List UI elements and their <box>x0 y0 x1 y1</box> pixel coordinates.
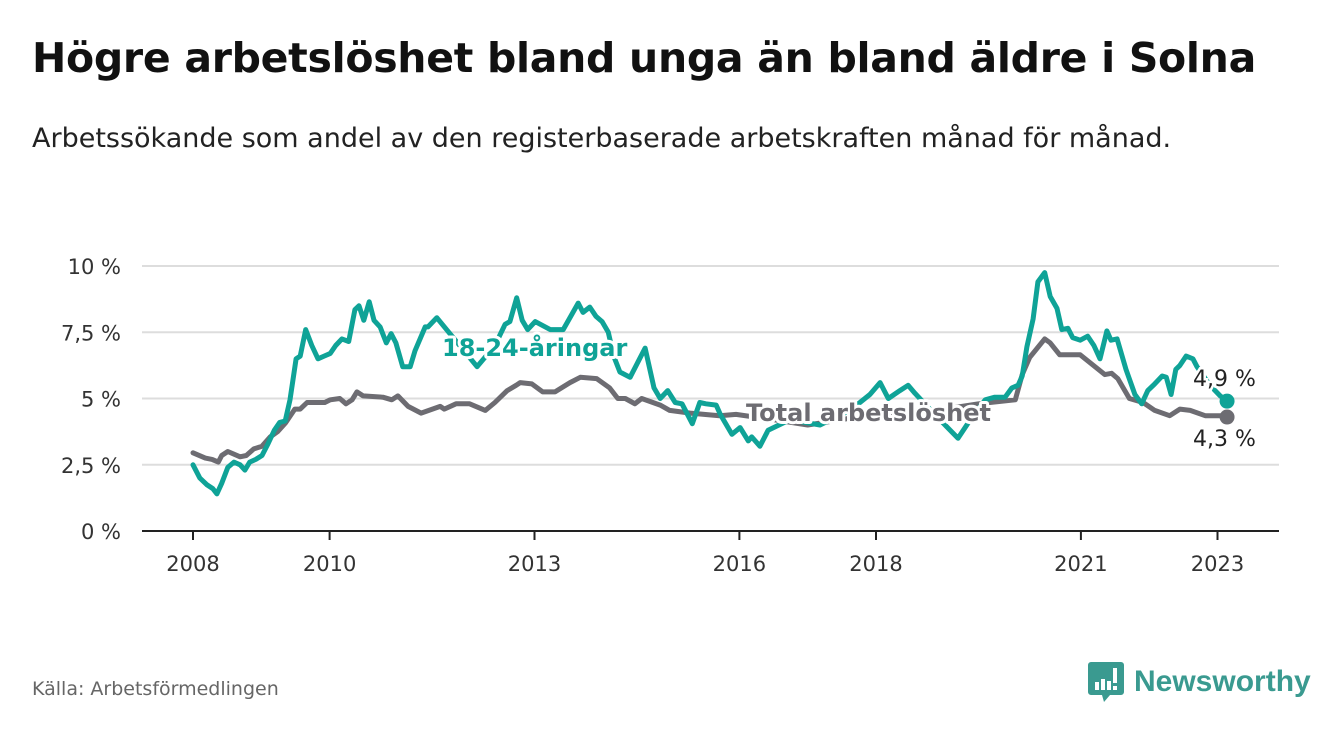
grid <box>142 265 1279 466</box>
newsworthy-logo: Newsworthy <box>1088 660 1311 704</box>
series-line-youth <box>190 270 1230 497</box>
newsworthy-logo-icon <box>1088 662 1124 702</box>
x-tick-label: 2016 <box>713 552 766 576</box>
y-tick-label: 5 % <box>81 388 121 412</box>
y-axis: 0 % 2,5 % 5 % 7,5 % 10 % <box>61 255 121 544</box>
x-tick-label: 2018 <box>849 552 902 576</box>
end-label-youth: 4,9 % <box>1193 367 1256 392</box>
x-tick-label: 2013 <box>508 552 561 576</box>
series-label-youth: 18-24-åringar <box>442 333 627 362</box>
y-tick-label: 10 % <box>68 255 121 279</box>
series-lines <box>190 270 1235 497</box>
logo-text: Newsworthy <box>1134 665 1311 698</box>
chart-subtitle: Arbetssökande som andel av den registerb… <box>32 123 1172 154</box>
series-label-total: Total arbetslöshet <box>746 399 991 427</box>
x-tick-label: 2021 <box>1054 552 1107 576</box>
line-chart: 0 % 2,5 % 5 % 7,5 % 10 % 2008 2010 2013 2016 201… <box>61 255 1279 576</box>
y-tick-label: 0 % <box>81 520 121 544</box>
chart-title: Högre arbetslöshet bland unga än bland ä… <box>32 34 1256 82</box>
x-tick-label: 2010 <box>303 552 356 576</box>
end-label-total: 4,3 % <box>1193 427 1256 452</box>
source-note: Källa: Arbetsförmedlingen <box>32 678 279 700</box>
x-axis: 2008 2010 2013 2016 2018 2021 2023 <box>142 530 1279 576</box>
y-tick-label: 7,5 % <box>61 321 121 345</box>
y-tick-label: 2,5 % <box>61 454 121 478</box>
x-tick-label: 2023 <box>1191 552 1244 576</box>
end-point-total <box>1219 409 1235 425</box>
series-line-total <box>190 336 1230 465</box>
end-point-youth <box>1219 393 1235 409</box>
x-tick-label: 2008 <box>166 552 219 576</box>
